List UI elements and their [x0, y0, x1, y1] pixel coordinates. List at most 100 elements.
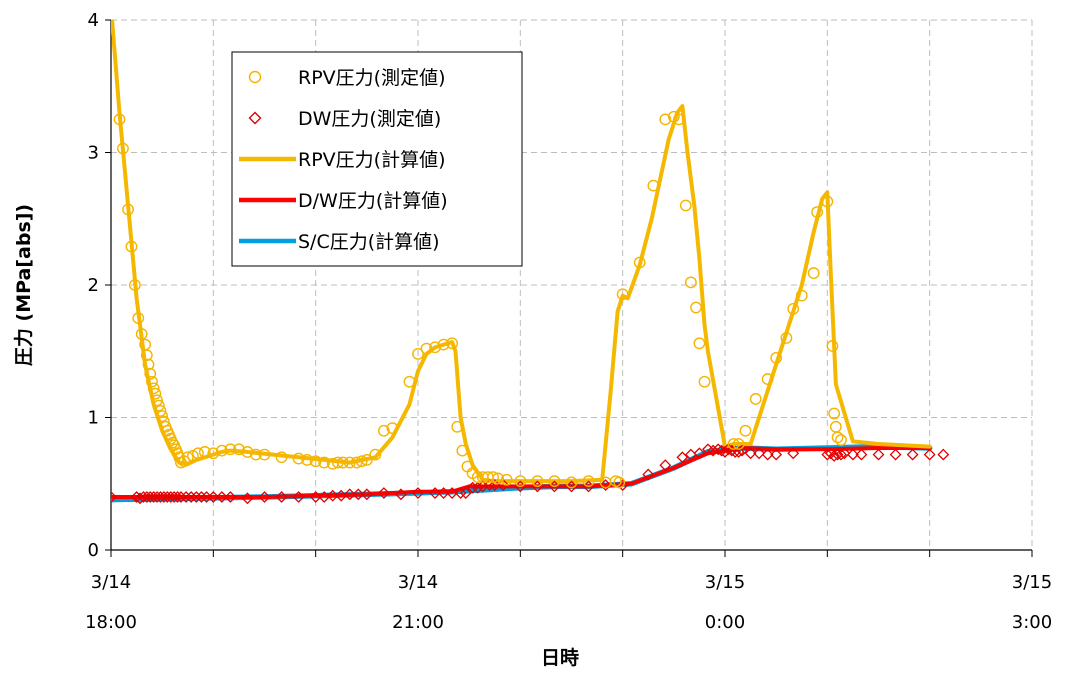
- x-tick-date: 3/15: [1012, 572, 1052, 593]
- data-point: [821, 448, 834, 461]
- data-point: [132, 312, 145, 325]
- data-point: [352, 488, 365, 501]
- data-point: [337, 456, 349, 469]
- data-point: [113, 113, 126, 126]
- x-tick-time: 3:00: [1012, 612, 1052, 633]
- data-point: [355, 455, 368, 468]
- data-point: [215, 444, 228, 457]
- data-point: [500, 473, 513, 486]
- data-point: [144, 367, 157, 380]
- data-point: [855, 448, 868, 461]
- data-point: [906, 448, 919, 461]
- y-tick-label: 4: [88, 10, 99, 31]
- data-point: [135, 328, 148, 340]
- data-point: [693, 447, 706, 460]
- data-point: [744, 447, 757, 460]
- legend-label: RPV圧力(計算値): [298, 149, 445, 171]
- data-point: [795, 289, 808, 302]
- data-point: [318, 456, 331, 469]
- data-point: [395, 488, 407, 501]
- x-tick-time: 21:00: [392, 612, 444, 633]
- data-point: [185, 491, 198, 503]
- legend-marker: [248, 111, 262, 125]
- data-point: [154, 404, 167, 417]
- data-point: [780, 332, 793, 344]
- data-point: [565, 480, 578, 493]
- data-point: [326, 489, 339, 502]
- data-point: [599, 479, 612, 491]
- data-point: [429, 487, 441, 499]
- data-point: [492, 472, 505, 485]
- data-point: [122, 203, 134, 216]
- data-point: [456, 444, 469, 457]
- data-point: [487, 471, 499, 484]
- data-point: [613, 476, 626, 489]
- series-markers: [113, 110, 847, 489]
- x-tick-time: 18:00: [85, 612, 137, 633]
- data-point: [147, 382, 160, 395]
- data-point: [454, 487, 467, 499]
- data-point: [233, 443, 245, 456]
- data-point: [715, 444, 728, 457]
- data-point: [582, 475, 595, 487]
- data-point: [451, 420, 464, 433]
- data-point: [719, 446, 731, 458]
- data-point: [275, 491, 288, 503]
- data-point: [693, 337, 706, 350]
- data-point: [181, 451, 194, 464]
- data-point: [429, 341, 441, 354]
- data-point: [343, 488, 356, 501]
- data-point: [821, 195, 834, 208]
- y-tick-label: 2: [88, 275, 99, 296]
- series-markers: [111, 443, 950, 505]
- data-point: [412, 487, 424, 499]
- legend-label: DW圧力(測定値): [298, 108, 441, 130]
- data-point: [514, 475, 527, 487]
- data-point: [642, 468, 655, 481]
- data-point: [377, 424, 390, 437]
- legend-marker: [248, 70, 262, 84]
- x-tick-date: 3/14: [91, 572, 131, 593]
- data-point: [146, 375, 158, 388]
- data-point: [309, 491, 322, 503]
- data-point: [835, 448, 847, 461]
- data-point: [712, 443, 725, 456]
- data-point: [831, 448, 844, 461]
- y-tick-label: 3: [88, 143, 99, 164]
- data-point: [180, 491, 192, 503]
- data-point: [828, 450, 841, 462]
- data-point: [846, 448, 859, 461]
- data-point: [369, 448, 382, 461]
- data-point: [292, 452, 305, 465]
- x-tick-date: 3/14: [398, 572, 438, 593]
- data-point: [698, 375, 711, 388]
- data-point: [831, 431, 844, 444]
- data-point: [437, 338, 450, 351]
- data-point: [207, 491, 220, 503]
- data-point: [548, 475, 561, 487]
- data-point: [331, 456, 344, 469]
- legend-label: RPV圧力(測定値): [298, 67, 445, 89]
- data-point: [729, 446, 742, 458]
- data-point: [466, 481, 479, 494]
- data-point: [673, 113, 685, 126]
- data-point: [770, 448, 783, 461]
- x-axis-title: 日時: [541, 647, 579, 669]
- data-point: [923, 448, 936, 461]
- data-point: [633, 256, 646, 269]
- data-point: [835, 434, 847, 446]
- data-point: [142, 358, 155, 371]
- data-point: [166, 436, 179, 449]
- grid-lines: [111, 19, 1033, 550]
- data-point: [403, 375, 416, 388]
- data-point: [807, 267, 820, 279]
- data-point: [412, 347, 424, 360]
- data-point: [241, 492, 254, 505]
- data-point: [111, 491, 117, 503]
- data-point: [195, 491, 208, 503]
- data-point: [437, 487, 450, 499]
- data-point: [446, 337, 459, 350]
- data-point: [250, 448, 262, 461]
- data-point: [753, 447, 766, 460]
